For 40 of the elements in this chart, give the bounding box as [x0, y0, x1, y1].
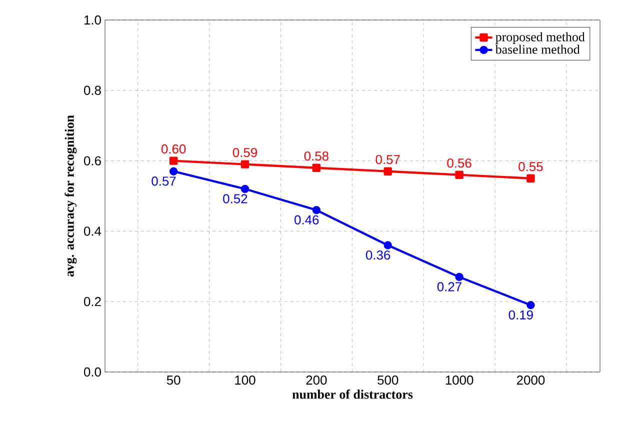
data-label: 0.59	[232, 148, 257, 158]
point	[526, 301, 535, 310]
x-tick-label: 100	[235, 376, 256, 385]
point	[240, 160, 250, 168]
x-tick-label: 200	[306, 376, 327, 385]
data-label: 0.52	[223, 194, 248, 204]
point	[169, 167, 178, 176]
point	[312, 164, 321, 172]
data-label: 0.56	[447, 158, 472, 168]
y-tick-label: 0.8	[84, 86, 101, 95]
y-tick-label: 1.0	[84, 15, 101, 25]
point	[455, 272, 464, 282]
y-tick-label: 0.6	[84, 156, 101, 166]
x-tick-label: 2000	[516, 376, 545, 385]
point	[526, 174, 535, 182]
data-label: 0.27	[437, 282, 462, 292]
point	[384, 241, 392, 250]
y-tick-label: 0.2	[84, 297, 101, 306]
data-label: 0.58	[304, 151, 328, 161]
y-tick-label: 0.4	[84, 226, 102, 236]
point	[312, 206, 321, 214]
point	[384, 167, 392, 176]
data-label: 0.57	[376, 154, 400, 164]
legend-label: proposed method	[496, 32, 585, 44]
data-label: 0.36	[366, 250, 390, 260]
y-axis-title: avg. accuracy for recognition	[64, 115, 77, 277]
x-tick-label: 500	[378, 376, 398, 385]
x-axis-title: number of distractors	[292, 390, 413, 399]
data-label: 0.60	[161, 144, 186, 154]
data-label: 0.55	[518, 162, 543, 172]
point	[455, 170, 464, 179]
legend-label: baseline method	[495, 44, 580, 54]
point	[169, 156, 178, 165]
x-tick-label: 50	[166, 376, 180, 385]
point	[240, 184, 250, 194]
data-label: 0.57	[152, 176, 176, 186]
data-label: 0.19	[508, 310, 533, 320]
y-tick-label: 0.0	[84, 367, 101, 377]
x-tick-label: 1000	[446, 376, 474, 385]
data-label: 0.46	[294, 215, 319, 224]
